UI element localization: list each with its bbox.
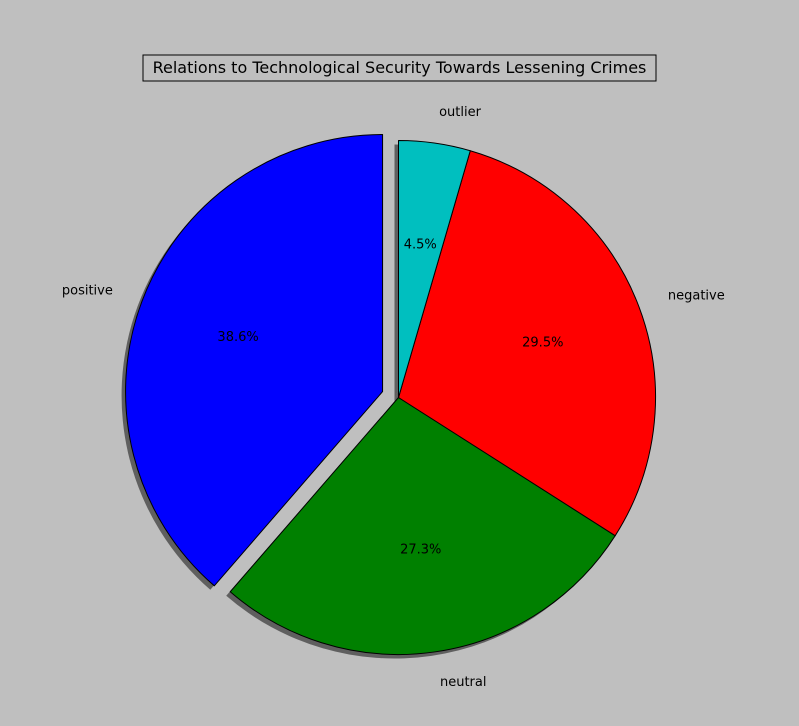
slice-label-neutral: neutral	[440, 675, 487, 690]
chart-title-group: Relations to Technological Security Towa…	[142, 54, 657, 82]
chart-title: Relations to Technological Security Towa…	[153, 58, 647, 77]
slice-percent-neutral: 27.3%	[400, 543, 441, 558]
slice-percent-outlier: 4.5%	[404, 237, 437, 252]
slice-label-positive: positive	[62, 283, 113, 298]
pie-labels: positive 38.6% neutral 27.3% negative 29.5% ou…	[62, 105, 725, 690]
slice-percent-negative: 29.5%	[522, 336, 563, 351]
slice-percent-positive: 38.6%	[217, 330, 258, 345]
pie-slice-negative	[398, 150, 656, 537]
slice-label-outlier: outlier	[439, 105, 482, 120]
slice-label-negative: negative	[668, 289, 725, 304]
pie-slice-outlier	[398, 140, 471, 398]
chart-title-box	[142, 54, 657, 82]
pie-slice-positive	[125, 134, 384, 587]
pie-slice-neutral	[229, 397, 616, 655]
pie-slices	[125, 134, 656, 655]
